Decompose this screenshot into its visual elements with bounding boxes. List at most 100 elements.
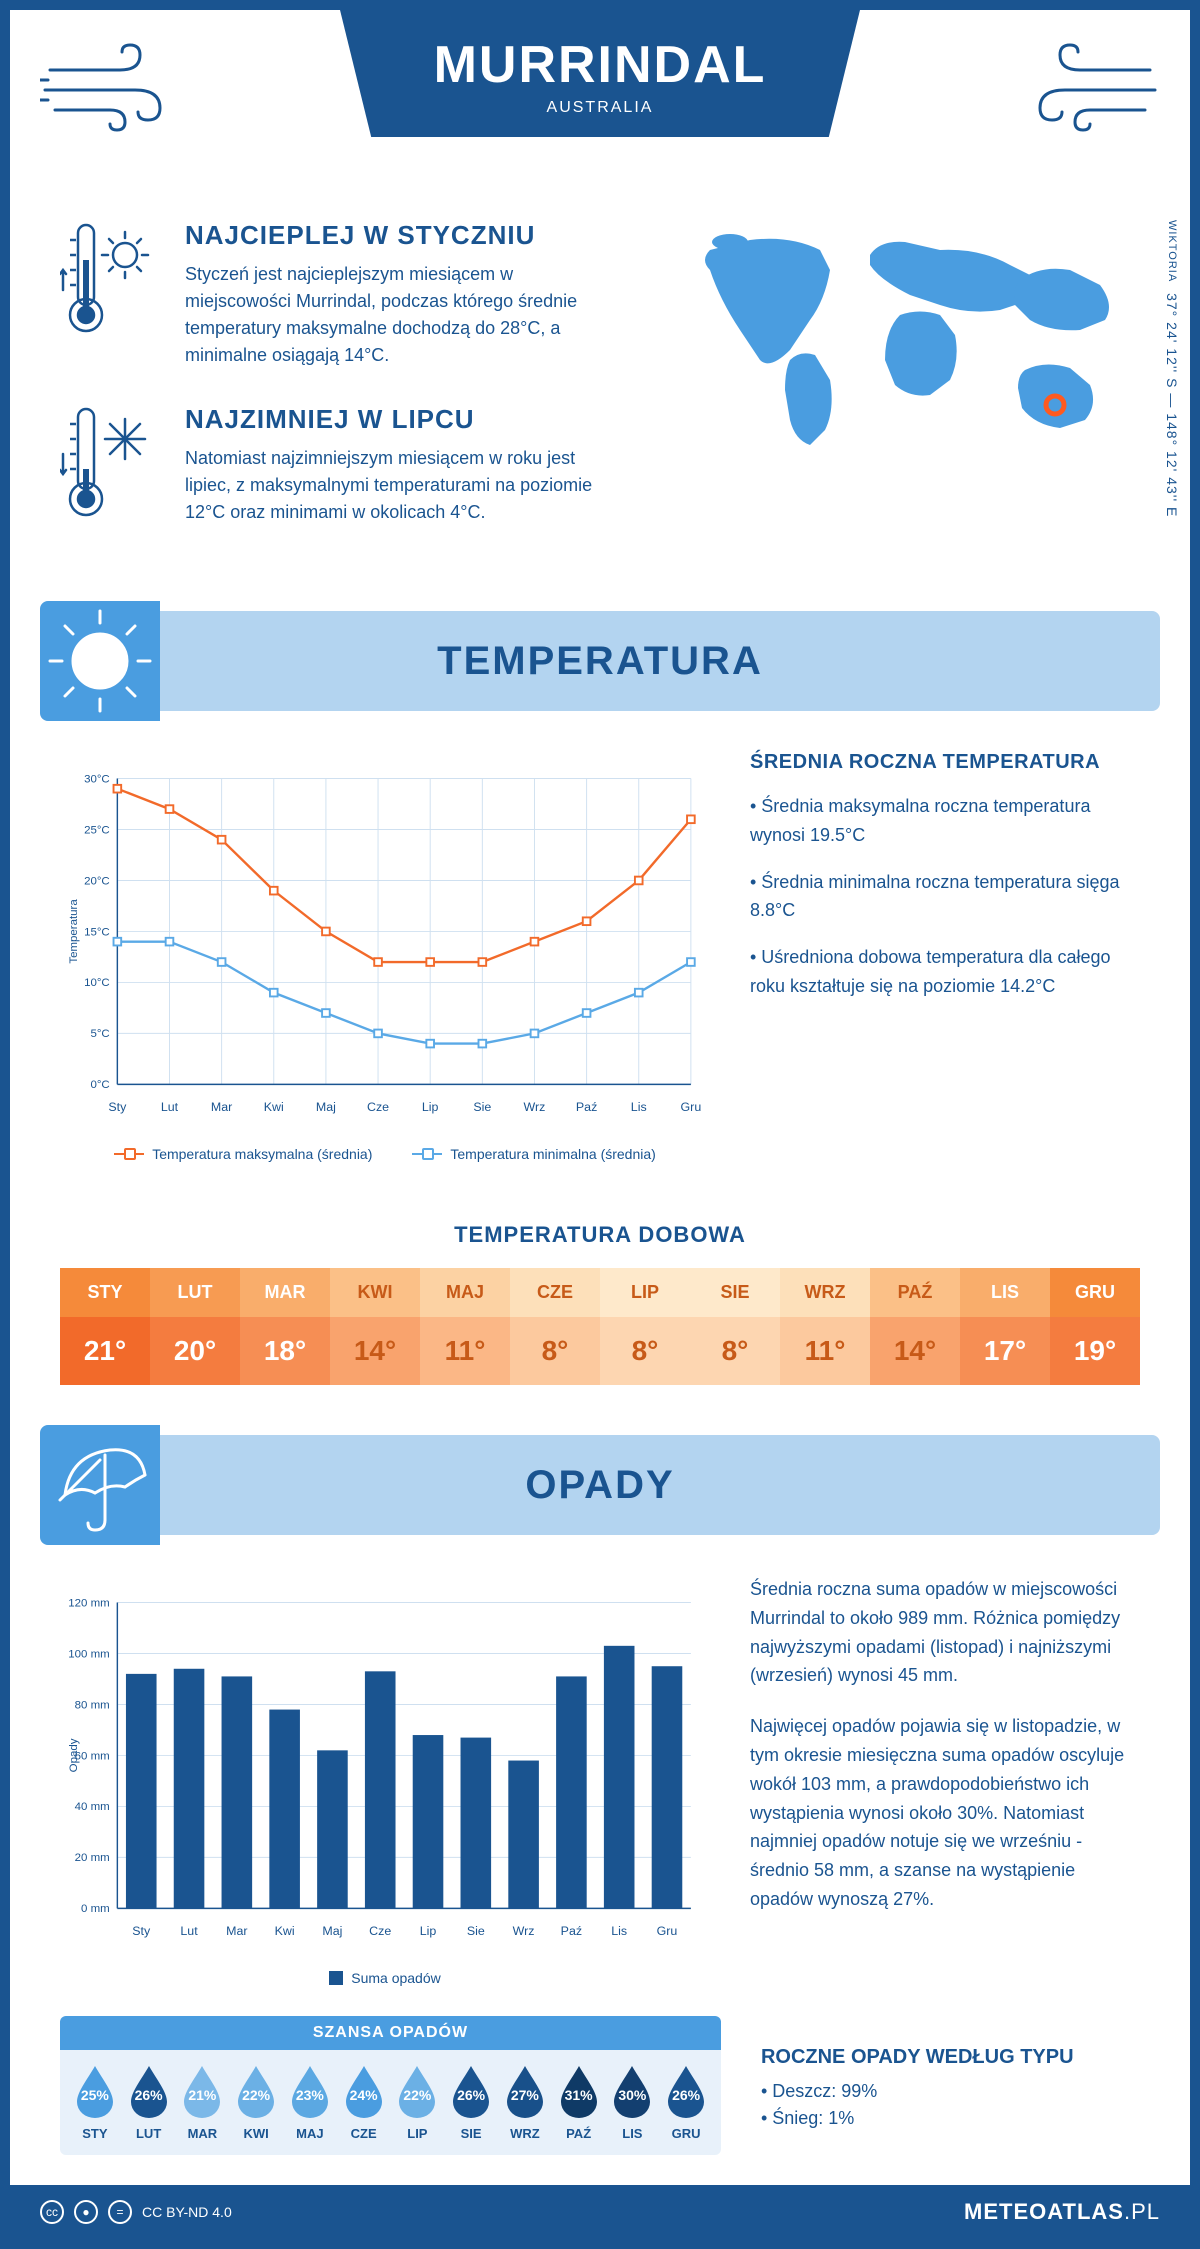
country-name: AUSTRALIA [340, 99, 860, 117]
svg-text:Kwi: Kwi [275, 1924, 295, 1938]
daily-col: MAR 18° [240, 1268, 330, 1385]
chance-col: 26% SIE [444, 2064, 498, 2141]
svg-text:Temperatura: Temperatura [68, 899, 80, 964]
daily-col: PAŹ 14° [870, 1268, 960, 1385]
raindrop-icon: 23% [288, 2064, 332, 2118]
temp-info-b3: • Uśredniona dobowa temperatura dla całe… [750, 943, 1140, 1001]
coldest-text: Natomiast najzimniejszym miesiącem w rok… [185, 445, 605, 526]
chance-col: 31% PAŹ [552, 2064, 606, 2141]
svg-text:Kwi: Kwi [264, 1100, 284, 1114]
warmest-text: Styczeń jest najcieplejszym miesiącem w … [185, 261, 605, 369]
warmest-title: NAJCIEPLEJ W STYCZNIU [185, 220, 605, 251]
precip-p2: Najwięcej opadów pojawia się w listopadz… [750, 1712, 1140, 1914]
region-label: WIKTORIA [1166, 220, 1178, 282]
chance-col: 26% GRU [659, 2064, 713, 2141]
svg-text:Paź: Paź [561, 1924, 582, 1938]
raindrop-icon: 24% [342, 2064, 386, 2118]
svg-text:Opady: Opady [68, 1738, 80, 1772]
thermometer-hot-icon [60, 220, 160, 340]
daily-col: MAJ 11° [420, 1268, 510, 1385]
temp-info-b2: • Średnia minimalna roczna temperatura s… [750, 868, 1140, 926]
svg-text:20°C: 20°C [84, 875, 110, 887]
daily-temp-title: TEMPERATURA DOBOWA [10, 1222, 1190, 1248]
section-precip-title: OPADY [525, 1463, 674, 1508]
svg-text:Mar: Mar [211, 1100, 232, 1114]
city-name: MURRINDAL [340, 35, 860, 95]
section-temp-title: TEMPERATURA [437, 639, 763, 684]
svg-text:Cze: Cze [369, 1924, 391, 1938]
daily-col: LUT 20° [150, 1268, 240, 1385]
legend-max: Temperatura maksymalna (średnia) [152, 1146, 372, 1162]
svg-text:40 mm: 40 mm [75, 1801, 110, 1813]
thermometer-cold-icon [60, 404, 160, 524]
world-map [670, 220, 1140, 561]
coldest-block: NAJZIMNIEJ W LIPCU Natomiast najzimniejs… [60, 404, 640, 526]
svg-text:Sty: Sty [132, 1924, 151, 1938]
daily-col: LIP 8° [600, 1268, 690, 1385]
svg-text:Sty: Sty [108, 1100, 127, 1114]
precipitation-summary: Średnia roczna suma opadów w miejscowośc… [750, 1575, 1140, 1996]
chance-col: 21% MAR [176, 2064, 230, 2141]
chance-col: 30% LIS [606, 2064, 660, 2141]
brand: METEOATLAS.PL [964, 2199, 1160, 2225]
svg-text:Lis: Lis [611, 1924, 627, 1938]
svg-text:Maj: Maj [322, 1924, 342, 1938]
brand-light: .PL [1124, 2199, 1160, 2224]
types-rain: • Deszcz: 99% [761, 2081, 1140, 2102]
chance-col: 23% MAJ [283, 2064, 337, 2141]
umbrella-icon [40, 1425, 160, 1545]
svg-text:Sie: Sie [473, 1100, 491, 1114]
coordinates: WIKTORIA 37° 24' 12'' S — 148° 12' 43'' … [1164, 220, 1180, 517]
precip-legend-label: Suma opadów [351, 1970, 441, 1986]
wind-icon [1020, 40, 1160, 140]
daily-col: STY 21° [60, 1268, 150, 1385]
raindrop-icon: 22% [395, 2064, 439, 2118]
svg-text:120 mm: 120 mm [68, 1597, 109, 1609]
svg-text:Lut: Lut [161, 1100, 179, 1114]
legend-min: Temperatura minimalna (średnia) [450, 1146, 655, 1162]
raindrop-icon: 25% [73, 2064, 117, 2118]
raindrop-icon: 30% [610, 2064, 654, 2118]
daily-col: GRU 19° [1050, 1268, 1140, 1385]
header: MURRINDAL AUSTRALIA [10, 10, 1190, 190]
chance-col: 22% LIP [391, 2064, 445, 2141]
temperature-chart: 0°C5°C10°C15°C20°C25°C30°CStyLutMarKwiMa… [60, 751, 710, 1172]
section-temperature: TEMPERATURA [40, 611, 1160, 711]
svg-text:20 mm: 20 mm [75, 1852, 110, 1864]
chance-col: 24% CZE [337, 2064, 391, 2141]
types-title: ROCZNE OPADY WEDŁUG TYPU [761, 2046, 1140, 2069]
svg-text:Gru: Gru [681, 1100, 702, 1114]
types-snow: • Śnieg: 1% [761, 2108, 1140, 2129]
svg-text:Lip: Lip [422, 1100, 439, 1114]
svg-text:Wrz: Wrz [513, 1924, 535, 1938]
svg-text:5°C: 5°C [90, 1028, 109, 1040]
title-banner: MURRINDAL AUSTRALIA [340, 10, 860, 137]
svg-text:Lut: Lut [180, 1924, 198, 1938]
chance-col: 25% STY [68, 2064, 122, 2141]
cc-by-icon: ● [74, 2200, 98, 2224]
svg-text:Mar: Mar [226, 1924, 247, 1938]
svg-text:25°C: 25°C [84, 824, 110, 836]
temp-info-title: ŚREDNIA ROCZNA TEMPERATURA [750, 751, 1140, 774]
raindrop-icon: 21% [180, 2064, 224, 2118]
svg-text:Maj: Maj [316, 1100, 336, 1114]
precip-p1: Średnia roczna suma opadów w miejscowośc… [750, 1575, 1140, 1690]
cc-nd-icon: = [108, 2200, 132, 2224]
raindrop-icon: 27% [503, 2064, 547, 2118]
svg-text:Cze: Cze [367, 1100, 389, 1114]
daily-col: CZE 8° [510, 1268, 600, 1385]
svg-text:15°C: 15°C [84, 926, 110, 938]
svg-text:Wrz: Wrz [524, 1100, 546, 1114]
raindrop-icon: 26% [127, 2064, 171, 2118]
chance-of-precip: SZANSA OPADÓW 25% STY 26% LUT 21% MAR [60, 2016, 721, 2155]
chance-col: 27% WRZ [498, 2064, 552, 2141]
precip-types: ROCZNE OPADY WEDŁUG TYPU • Deszcz: 99% •… [761, 2046, 1140, 2135]
svg-text:30°C: 30°C [84, 773, 110, 785]
svg-text:0°C: 0°C [90, 1079, 109, 1091]
daily-col: KWI 14° [330, 1268, 420, 1385]
svg-text:0 mm: 0 mm [81, 1903, 110, 1915]
daily-col: LIS 17° [960, 1268, 1050, 1385]
chart-legend: Temperatura maksymalna (średnia) Tempera… [60, 1136, 710, 1172]
brand-bold: METEOATLAS [964, 2199, 1124, 2224]
coldest-title: NAJZIMNIEJ W LIPCU [185, 404, 605, 435]
